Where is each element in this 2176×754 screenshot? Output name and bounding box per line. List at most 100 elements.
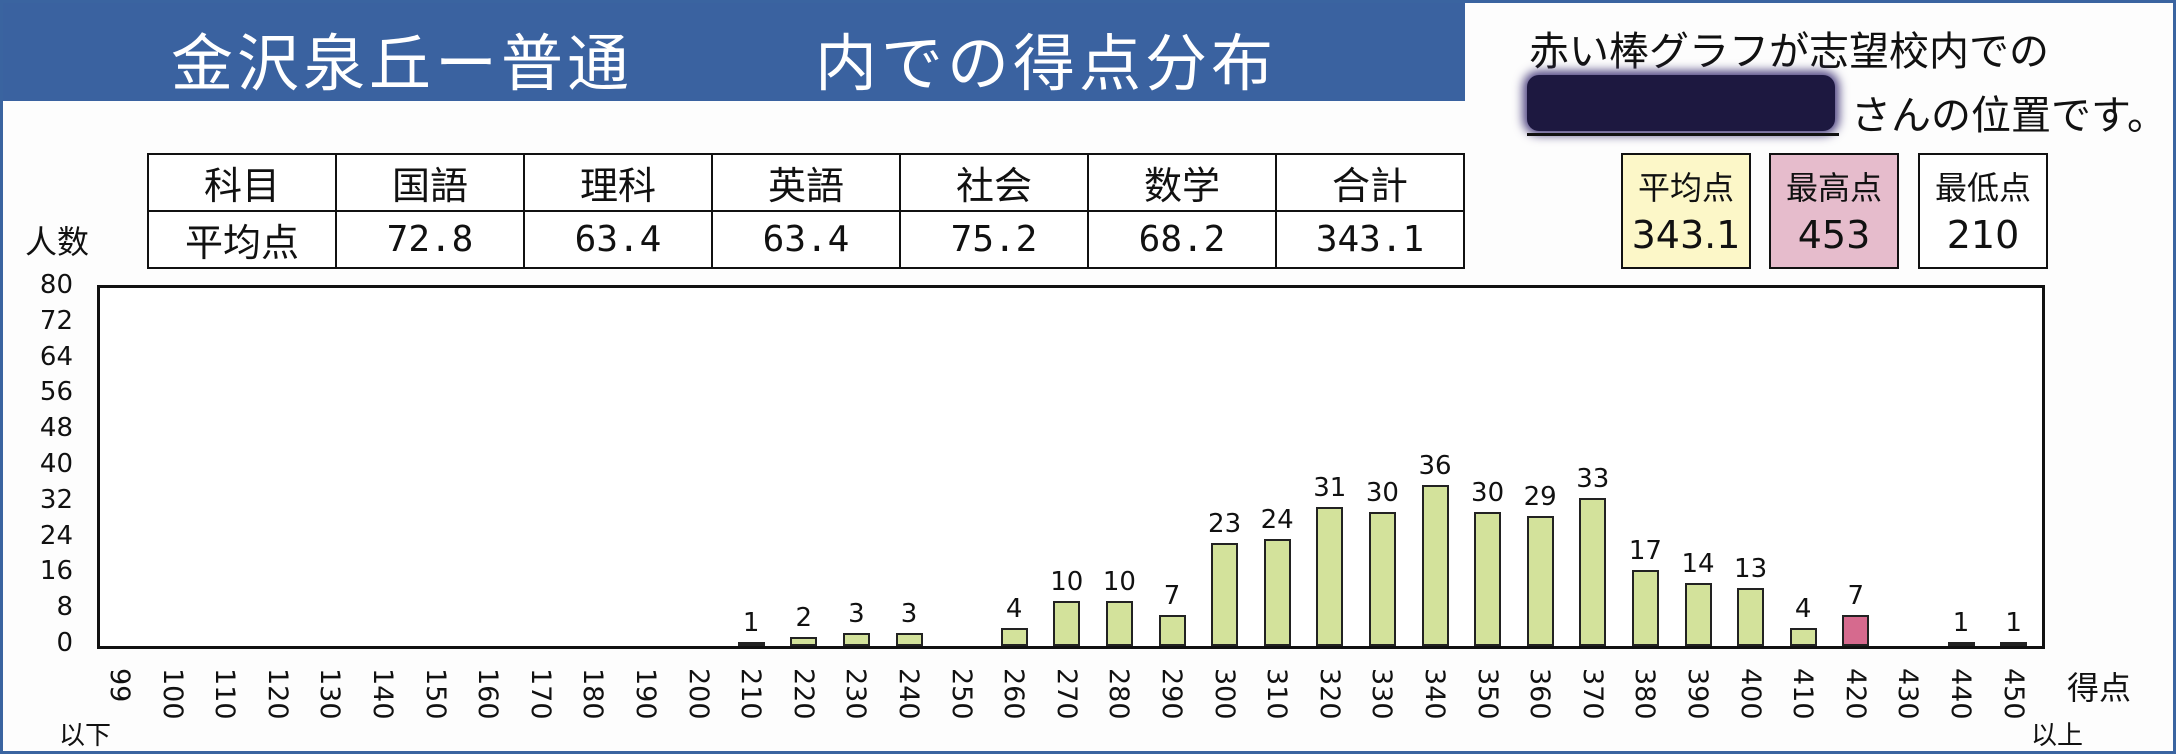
y-tick-label: 48 [39,413,73,444]
x-tick-label: 240 [893,668,924,720]
bar-value-label: 30 [1471,477,1505,508]
x-axis-label: 得点 [2067,669,2132,707]
x-tick-label: 410 [1787,668,1819,720]
bar-value-label: 4 [1794,594,1812,625]
bar-340 [1421,484,1449,646]
y-tick-label: 32 [39,484,73,515]
bar-240 [895,632,923,646]
table-cell: 343.1 [1275,210,1465,269]
table-header-cell: 理科 [523,153,713,212]
bar-value-label: 36 [1418,450,1452,481]
bar-value-label: 31 [1313,473,1347,504]
x-tick-label: 430 [1892,668,1924,720]
x-tick-label: 330 [1366,668,1398,720]
table-row-label: 平均点 [147,210,337,269]
table-cell: 63.4 [523,210,713,269]
x-tick-label: 99 [104,668,135,703]
x-tick-label: 210 [735,668,767,720]
x-tick-label: 100 [156,668,188,720]
y-tick-label: 16 [39,556,73,587]
bar-380 [1631,569,1659,646]
table-header-cell: 合計 [1275,153,1465,212]
average-score-value: 343.1 [1631,213,1741,257]
bar-value-label: 7 [1163,580,1181,611]
note-text-line1: 赤い棒グラフが志望校内での [1529,29,2049,75]
x-tick-label: 290 [1156,668,1187,720]
max-score-box: 最高点 453 [1769,153,1899,269]
x-tick-label: 270 [1050,668,1082,720]
x-first-note: 以下 [59,721,112,751]
x-last-note: 以上 [2031,721,2084,751]
table-cell: 72.8 [335,210,525,269]
bar-300 [1211,543,1239,646]
bar-420 [1842,614,1870,646]
x-tick-label: 230 [840,668,872,720]
x-tick-label: 150 [419,668,451,720]
bar-260 [1000,628,1028,646]
bar-value-label: 30 [1365,477,1399,508]
bar-450 [2000,641,2028,646]
bar-value-label: 24 [1260,504,1294,535]
y-tick-label: 8 [56,592,73,623]
min-score-label: 最低点 [1934,169,2031,207]
x-tick-label: 160 [472,668,504,720]
max-score-value: 453 [1797,213,1871,257]
bar-value-label: 1 [2005,607,2022,638]
bar-330 [1368,511,1396,646]
x-tick-label: 140 [367,668,398,720]
table-header-cell: 社会 [899,153,1089,212]
bar-value-label: 4 [1005,594,1023,625]
x-tick-label: 300 [1208,668,1240,720]
bar-290 [1158,614,1186,646]
bar-220 [790,637,818,646]
bar-320 [1316,507,1344,646]
bar-370 [1579,498,1607,646]
bar-value-label: 23 [1208,509,1242,540]
x-tick-label: 390 [1682,668,1713,720]
y-tick-label: 80 [39,270,73,300]
bar-230 [842,632,870,646]
bar-value-label: 7 [1847,580,1865,611]
x-tick-label: 370 [1576,668,1608,720]
bar-value-label: 3 [848,598,865,629]
x-tick-label: 320 [1313,668,1345,720]
y-tick-label: 56 [39,377,73,408]
bar-value-label: 13 [1734,553,1768,584]
table-header-cell: 英語 [711,153,901,212]
bar-value-label: 33 [1576,464,1610,495]
x-tick-label: 380 [1629,668,1661,720]
bar-310 [1263,538,1291,646]
table-header-cell: 数学 [1087,153,1277,212]
bar-value-label: 1 [742,607,760,638]
x-tick-label: 360 [1524,668,1556,720]
subject-average-table: 科目 国語 理科 英語 社会 数学 合計 平均点 72.8 63.4 63.4 … [147,153,1465,269]
x-tick-label: 440 [1945,668,1976,720]
bar-value-label: 10 [1102,567,1136,598]
y-tick-label: 24 [39,520,73,551]
x-tick-label: 280 [1103,668,1135,720]
chart-title-school: 金沢泉丘ー普通 [171,27,634,100]
y-axis-label: 人数 [25,223,90,261]
bar-270 [1053,601,1081,646]
bar-value-label: 17 [1628,535,1662,566]
x-tick-label: 170 [524,668,556,720]
x-tick-label: 110 [209,668,241,720]
x-tick-label: 450 [1997,668,2029,720]
chart-title-distribution: 内での得点分布 [815,27,1278,100]
x-tick-label: 260 [998,668,1030,720]
name-underline [1527,133,1839,136]
x-tick-label: 340 [1419,668,1450,720]
title-banner: 金沢泉丘ー普通 内での得点分布 [3,3,1465,101]
table-header-cell: 科目 [147,153,337,212]
table-header-cell: 国語 [335,153,525,212]
table-cell: 75.2 [899,210,1089,269]
table-header-row: 科目 国語 理科 英語 社会 数学 合計 [147,153,1465,212]
x-tick-label: 200 [682,668,714,720]
x-tick-label: 400 [1734,668,1766,720]
bar-value-label: 29 [1523,482,1557,513]
bar-value-label: 10 [1050,567,1084,598]
bar-360 [1526,516,1554,646]
x-tick-label: 220 [787,668,819,720]
y-tick-label: 72 [39,305,73,336]
